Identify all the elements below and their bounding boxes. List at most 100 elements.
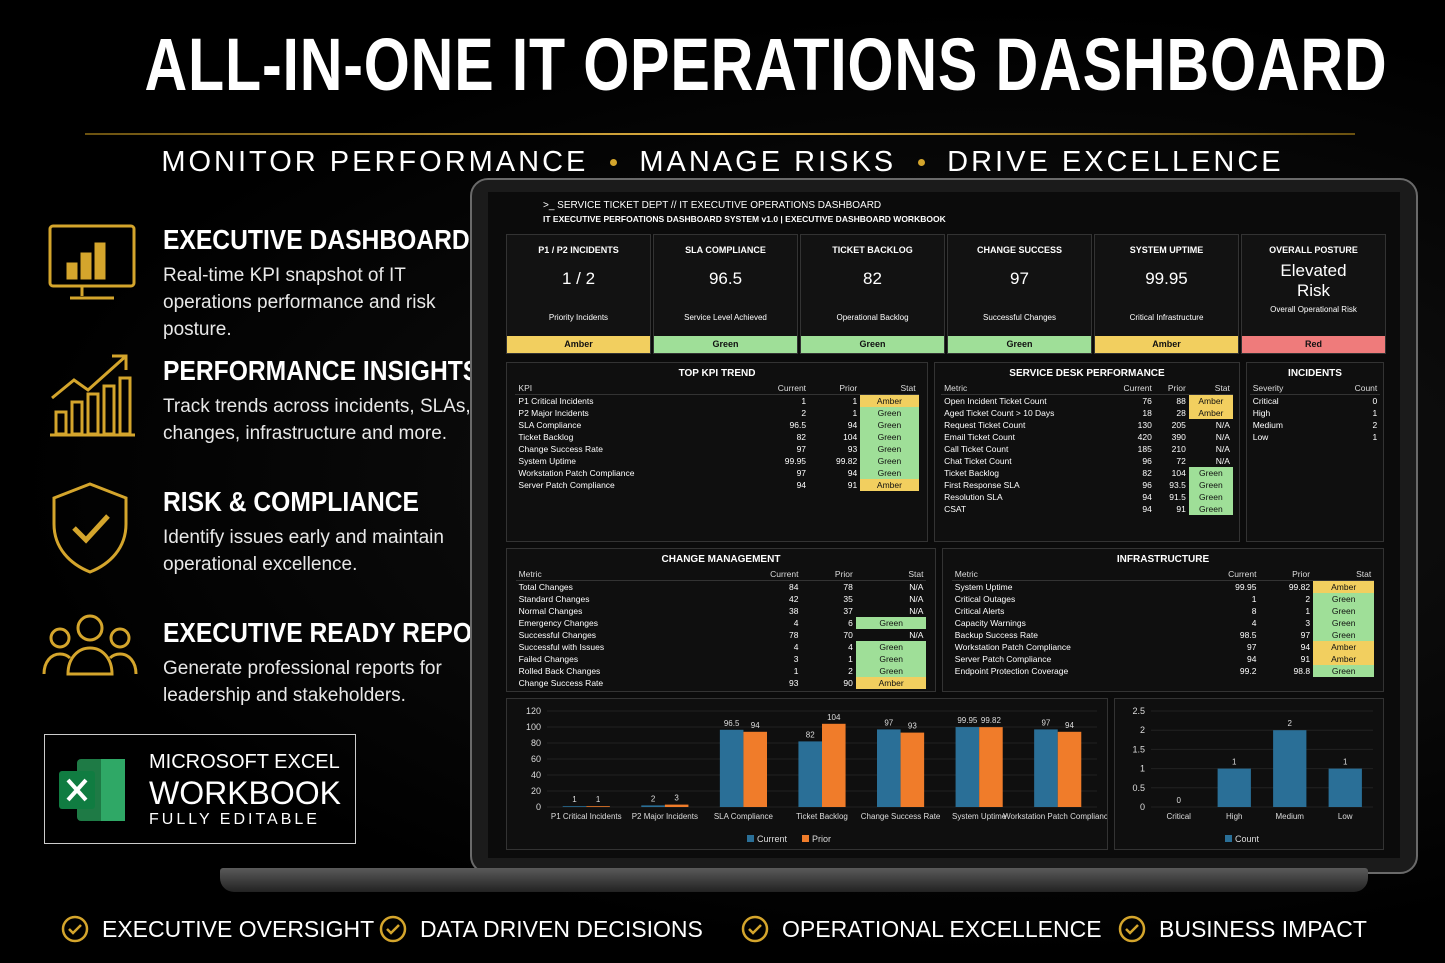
- table-row: Emergency Changes 4 6 Green: [516, 617, 927, 629]
- y-tick-label: 2: [1140, 725, 1145, 735]
- table-cell: 93.5: [1169, 480, 1186, 490]
- check-mark: [68, 924, 82, 935]
- gold-rule: [85, 133, 1355, 135]
- tagline: MANAGE RISKS: [639, 146, 897, 178]
- table-cell: 4: [1251, 618, 1257, 628]
- bar: [1034, 729, 1058, 807]
- x-tick-label: Medium: [1276, 812, 1305, 821]
- table-cell: Workstation Patch Compliance: [954, 642, 1071, 652]
- table-row: Medium 2: [1250, 419, 1381, 431]
- column-header: Prior: [801, 568, 856, 581]
- bar-value-label: 3: [674, 794, 679, 803]
- table-row: Email Ticket Count 420 390 N/A: [941, 431, 1233, 443]
- kpi-card: CHANGE SUCCESS 97 Successful Changes Green: [947, 234, 1092, 354]
- data-table: Metric Current Prior Stat System Uptime 99.95…: [951, 568, 1375, 677]
- kpi-status: Amber: [507, 336, 650, 353]
- bar-value-label: 2: [1288, 719, 1293, 728]
- y-tick-label: 1.5: [1132, 744, 1145, 754]
- table-cell: 1: [801, 396, 807, 406]
- table-cell: Resolution SLA: [944, 492, 1003, 502]
- table-row: Call Ticket Count 185 210 N/A: [941, 443, 1233, 455]
- kpi-caption: Service Level Achieved: [684, 313, 767, 322]
- data-table: KPI Current Prior Stat P1 Critical Incidents…: [515, 382, 919, 491]
- feature-title: EXECUTIVE READY REPORTS: [163, 617, 522, 648]
- table-cell: High: [1252, 408, 1271, 418]
- table-cell: Critical Alerts: [954, 606, 1005, 616]
- table-cell: 96: [1142, 480, 1152, 490]
- column-header: Metric: [951, 568, 1192, 581]
- table-cell: Green: [1313, 605, 1375, 617]
- x-tick-label: Change Success Rate: [861, 812, 941, 821]
- table-cell: Green: [855, 617, 927, 629]
- table-cell: 84: [789, 582, 799, 592]
- table-cell: N/A: [909, 630, 924, 640]
- table-cell: 18: [1142, 408, 1152, 418]
- table-cell: 42: [789, 594, 799, 604]
- feature-icons: [42, 224, 138, 676]
- kpi-value: 96.5: [708, 269, 743, 288]
- kpi-label: TICKET BACKLOG: [832, 245, 913, 255]
- x-tick-label: Low: [1338, 812, 1353, 821]
- table-row: Endpoint Protection Coverage 99.2 98.8 Gree…: [952, 665, 1375, 677]
- kpi-status: Green: [801, 336, 944, 353]
- table-cell: Server Patch Compliance: [954, 654, 1052, 664]
- table-cell: Call Ticket Count: [944, 444, 1009, 454]
- table-cell: 82: [796, 432, 807, 442]
- table-cell: 210: [1171, 444, 1186, 454]
- bar: [586, 806, 610, 807]
- table-cell: 91.5: [1169, 492, 1186, 502]
- check-circle: [379, 915, 407, 943]
- table-cell: 1: [793, 666, 799, 676]
- column-header: Metric: [941, 382, 1107, 395]
- legend-label: Count: [1235, 834, 1260, 844]
- check-icon: [379, 915, 407, 943]
- bar-value-label: 97: [1041, 718, 1050, 727]
- table-cell: 1: [1372, 432, 1378, 442]
- table-cell: First Response SLA: [944, 480, 1020, 490]
- badge-line: WORKBOOK: [149, 775, 342, 811]
- bar-value-label: 97: [884, 718, 893, 727]
- kpi-card: TICKET BACKLOG 82 Operational Backlog Green: [800, 234, 945, 354]
- check-icon: [741, 915, 769, 943]
- table-cell: SLA Compliance: [518, 420, 582, 430]
- table-row: System Uptime 99.95 99.82 Amber: [952, 580, 1375, 593]
- table-row: Server Patch Compliance 94 91 Amber: [515, 479, 919, 491]
- table-row: Workstation Patch Compliance 97 94 Amber: [952, 641, 1375, 653]
- check-mark: [386, 924, 400, 935]
- table-cell: Failed Changes: [518, 654, 579, 664]
- table-cell: 205: [1171, 420, 1186, 430]
- feature: EXECUTIVE READY REPORTS Generate professi…: [163, 617, 570, 709]
- table-cell: 94: [847, 468, 858, 478]
- table-cell: 99.95: [784, 456, 807, 466]
- excel-badge: MICROSOFT EXCEL WORKBOOK FULLY EDITABLE: [44, 734, 356, 844]
- main-title: ALL-IN-ONE IT OPERATIONS DASHBOARD: [144, 23, 1388, 106]
- bar-value-label: 99.95: [957, 716, 978, 725]
- table-cell: Green: [860, 419, 919, 431]
- benefit-text: BUSINESS IMPACT: [1159, 915, 1367, 942]
- feature-text: Real-time KPI snapshot of IT operations …: [163, 265, 436, 340]
- table-cell: Backup Success Rate: [954, 630, 1038, 640]
- table-cell: Server Patch Compliance: [518, 480, 615, 490]
- table-cell: Endpoint Protection Coverage: [954, 666, 1069, 676]
- table-cell: Green: [1313, 629, 1375, 641]
- shield-icon: [52, 482, 128, 574]
- y-tick-label: 2.5: [1132, 706, 1145, 716]
- kpi-caption: Priority Incidents: [548, 313, 609, 322]
- table-cell: System Uptime: [518, 456, 577, 466]
- header-row: Metric Current Prior Stat: [515, 568, 927, 581]
- tagline: MONITOR PERFORMANCE: [161, 146, 589, 178]
- feature-title: RISK & COMPLIANCE: [163, 486, 419, 517]
- benefit: OPERATIONAL EXCELLENCE: [740, 914, 1102, 944]
- panel: SERVICE DESK PERFORMANCE Metric Current Pri…: [934, 362, 1240, 542]
- column-header: Current: [1106, 382, 1155, 395]
- legend-swatch: [1225, 835, 1232, 842]
- benefit-text: DATA DRIVEN DECISIONS: [420, 915, 703, 942]
- table-cell: 72: [1176, 456, 1186, 466]
- bar: [900, 732, 925, 807]
- table-cell: 94: [1142, 504, 1152, 514]
- kpi-card: P1 / P2 INCIDENTS 1 / 2 Priority Incidents…: [506, 234, 651, 354]
- kpi-value: 97: [1010, 269, 1029, 288]
- header-row: KPI Current Prior Stat: [515, 382, 919, 395]
- data-table: Severity Count Critical 0 High 1 Medium 2 Low 1: [1249, 382, 1381, 443]
